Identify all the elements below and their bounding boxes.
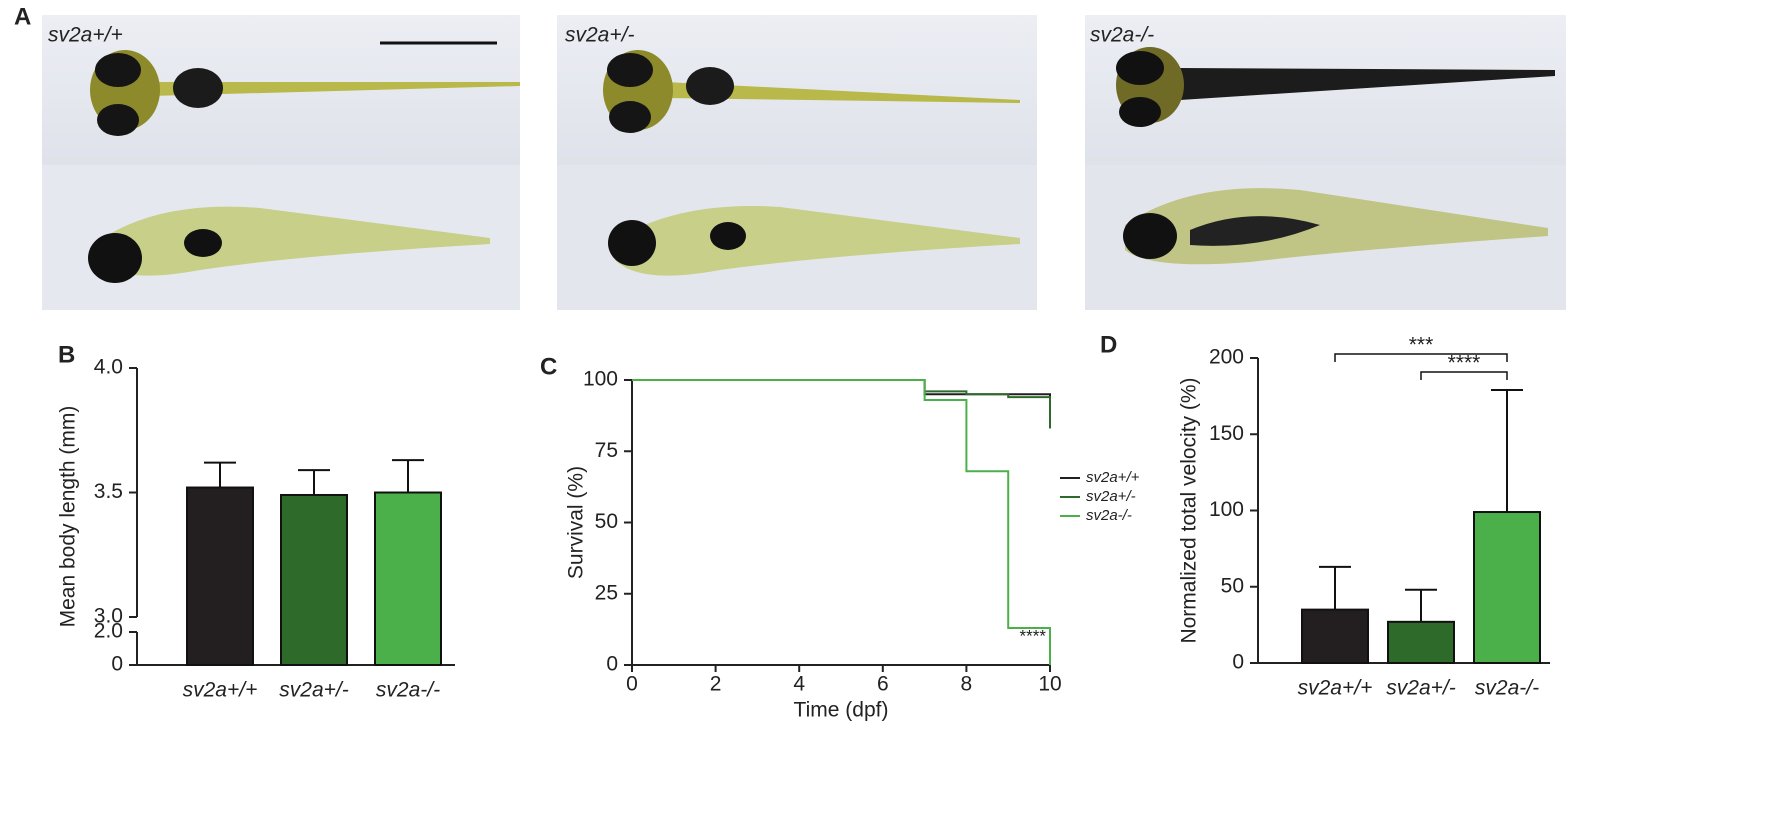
significance-bracket (1334, 353, 1508, 362)
error-bar (298, 469, 330, 495)
x-tick-label: 4 (793, 673, 805, 696)
x-tick-label: 10 (1038, 673, 1061, 696)
x-tick-label: sv2a+/+ (1298, 677, 1373, 700)
y-tick-label: 50 (1221, 574, 1244, 597)
significance-label: **** (1448, 352, 1481, 375)
legend-label: sv2a+/+ (1086, 469, 1140, 486)
y-tick-label: 75 (595, 439, 618, 462)
x-tick-label: sv2a-/- (1475, 677, 1539, 700)
panel-label: D (1100, 331, 1117, 358)
significance-label: **** (1020, 626, 1047, 645)
legend-label: sv2a+/- (1086, 488, 1136, 505)
panel-label: C (540, 353, 557, 380)
error-bar (1405, 588, 1437, 622)
genotype-label: sv2a+/- (565, 24, 634, 47)
bar (186, 486, 254, 666)
error-bar (392, 459, 424, 493)
error-bar (1491, 389, 1523, 513)
x-tick-label: sv2a+/+ (183, 679, 258, 702)
fish-dorsal (90, 47, 1555, 136)
y-axis-title: Mean body length (mm) (57, 406, 80, 628)
x-tick-label: sv2a+/- (1386, 677, 1455, 700)
y-tick-label: 3.5 (94, 480, 123, 503)
y-tick-label: 100 (583, 368, 618, 391)
x-tick-label: 2 (710, 673, 722, 696)
y-tick-label: 100 (1209, 498, 1244, 521)
genotype-label: sv2a-/- (1090, 24, 1154, 47)
error-bar (1319, 565, 1351, 610)
significance-label: *** (1409, 334, 1434, 357)
x-tick-label: sv2a-/- (376, 679, 440, 702)
y-tick-label: 3.0 (94, 605, 123, 628)
error-bar (204, 461, 236, 488)
genotype-label: sv2a+/+ (48, 24, 123, 47)
y-tick-label: 0 (606, 653, 618, 676)
x-tick-label: 0 (626, 673, 638, 696)
y-tick-label: 25 (595, 581, 618, 604)
y-tick-label: 2.0 (94, 620, 123, 643)
x-tick-label: 6 (877, 673, 889, 696)
significance-bracket (1420, 371, 1508, 380)
y-tick-label: 200 (1209, 346, 1244, 369)
y-tick-label: 0 (1232, 651, 1244, 674)
y-axis-title: Normalized total velocity (%) (1178, 377, 1201, 643)
panel-a-photos (42, 15, 1566, 310)
bar (374, 491, 442, 666)
y-tick-label: 0 (111, 653, 123, 676)
panel-label: A (14, 3, 31, 30)
bar (1387, 620, 1455, 665)
x-axis-title: Time (dpf) (794, 699, 889, 722)
y-tick-label: 4.0 (94, 356, 123, 379)
survival-line (632, 379, 1051, 665)
survival-line (632, 379, 1051, 429)
y-tick-label: 150 (1209, 422, 1244, 445)
x-tick-label: sv2a+/- (279, 679, 348, 702)
legend-label: sv2a-/- (1086, 507, 1132, 524)
fish-lateral (88, 188, 1548, 283)
bar (1473, 511, 1541, 665)
y-tick-label: 50 (595, 510, 618, 533)
x-tick-label: 8 (961, 673, 973, 696)
y-axis-title: Survival (%) (565, 466, 588, 579)
survival-line (632, 379, 1051, 418)
bar (1301, 608, 1369, 664)
bar (280, 493, 348, 666)
panel-label: B (58, 341, 75, 368)
